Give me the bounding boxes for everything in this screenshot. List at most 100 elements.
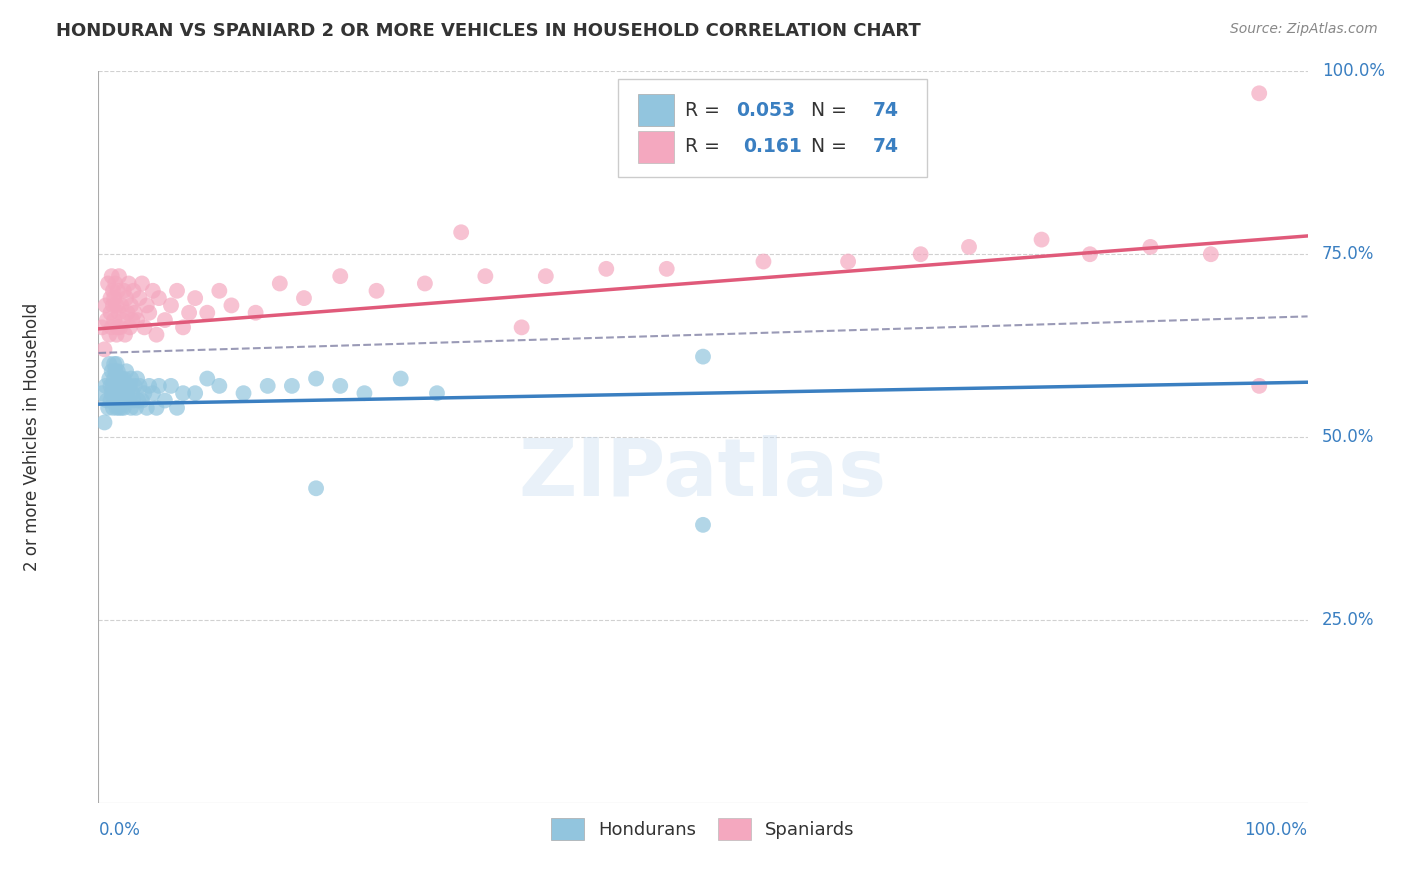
FancyBboxPatch shape: [619, 78, 927, 178]
Point: [101, 379, 124, 393]
Point: [145, 401, 167, 415]
Point: [115, 364, 138, 378]
Text: HONDURAN VS SPANIARD 2 OR MORE VEHICLES IN HOUSEHOLD CORRELATION CHART: HONDURAN VS SPANIARD 2 OR MORE VEHICLES …: [56, 22, 921, 40]
Point: [104, 364, 127, 378]
Point: [692, 350, 714, 364]
Point: [148, 291, 170, 305]
Point: [101, 401, 124, 415]
Point: [100, 291, 122, 305]
Text: 25.0%: 25.0%: [1322, 611, 1375, 629]
Point: [184, 386, 207, 401]
Point: [110, 298, 132, 312]
Point: [127, 371, 149, 385]
Text: Source: ZipAtlas.com: Source: ZipAtlas.com: [1230, 22, 1378, 37]
Point: [837, 254, 859, 268]
Point: [195, 371, 218, 385]
Point: [93, 416, 115, 430]
Point: [138, 306, 160, 320]
Point: [121, 313, 143, 327]
Point: [100, 306, 122, 320]
Point: [120, 371, 142, 385]
Point: [108, 269, 131, 284]
Point: [108, 401, 131, 415]
Text: N =: N =: [799, 101, 852, 120]
Point: [131, 393, 153, 408]
Point: [1078, 247, 1101, 261]
Text: 0.053: 0.053: [735, 101, 794, 120]
Point: [1249, 87, 1271, 101]
Point: [105, 327, 128, 342]
Point: [108, 371, 131, 385]
Point: [148, 379, 170, 393]
Point: [101, 284, 124, 298]
Text: N =: N =: [799, 137, 852, 156]
Point: [329, 379, 352, 393]
Point: [110, 401, 132, 415]
Point: [153, 313, 176, 327]
Point: [94, 379, 117, 393]
Legend: Hondurans, Spaniards: Hondurans, Spaniards: [543, 808, 863, 848]
Point: [120, 298, 142, 312]
Point: [366, 284, 388, 298]
Point: [305, 481, 328, 495]
Point: [128, 379, 150, 393]
Point: [269, 277, 291, 291]
Point: [101, 298, 124, 312]
Point: [118, 393, 141, 408]
Point: [107, 364, 129, 378]
Text: 2 or more Vehicles in Household: 2 or more Vehicles in Household: [22, 303, 41, 571]
Text: 50.0%: 50.0%: [1322, 428, 1375, 446]
Point: [103, 357, 125, 371]
Point: [111, 386, 134, 401]
Point: [103, 371, 125, 385]
Point: [534, 269, 557, 284]
Point: [128, 291, 150, 305]
Point: [256, 379, 278, 393]
Point: [112, 401, 135, 415]
Point: [329, 269, 352, 284]
Point: [135, 298, 157, 312]
Point: [134, 320, 156, 334]
Point: [138, 379, 160, 393]
Point: [93, 343, 115, 357]
FancyBboxPatch shape: [638, 130, 673, 163]
Point: [114, 379, 136, 393]
Point: [245, 306, 267, 320]
Point: [108, 306, 131, 320]
Point: [105, 379, 128, 393]
Point: [114, 327, 136, 342]
Point: [108, 379, 131, 393]
Text: 0.161: 0.161: [742, 137, 801, 156]
Point: [595, 261, 617, 276]
Point: [103, 313, 125, 327]
Point: [142, 386, 165, 401]
Text: ZIPatlas: ZIPatlas: [519, 434, 887, 513]
Point: [118, 277, 141, 291]
Point: [1199, 247, 1222, 261]
Point: [91, 386, 114, 401]
Point: [135, 401, 157, 415]
Point: [98, 357, 121, 371]
Point: [100, 386, 122, 401]
Point: [910, 247, 932, 261]
Point: [100, 320, 122, 334]
Point: [124, 306, 146, 320]
Point: [108, 393, 131, 408]
Point: [112, 371, 135, 385]
Point: [655, 261, 678, 276]
Point: [160, 379, 183, 393]
Point: [127, 313, 149, 327]
Point: [957, 240, 980, 254]
Point: [122, 393, 145, 408]
Point: [305, 371, 328, 385]
Text: 74: 74: [872, 101, 898, 120]
Point: [96, 313, 118, 327]
Point: [111, 313, 134, 327]
Point: [172, 386, 194, 401]
Point: [117, 306, 139, 320]
Point: [114, 393, 136, 408]
Point: [389, 371, 412, 385]
Point: [91, 320, 114, 334]
Point: [413, 277, 436, 291]
Point: [105, 298, 128, 312]
